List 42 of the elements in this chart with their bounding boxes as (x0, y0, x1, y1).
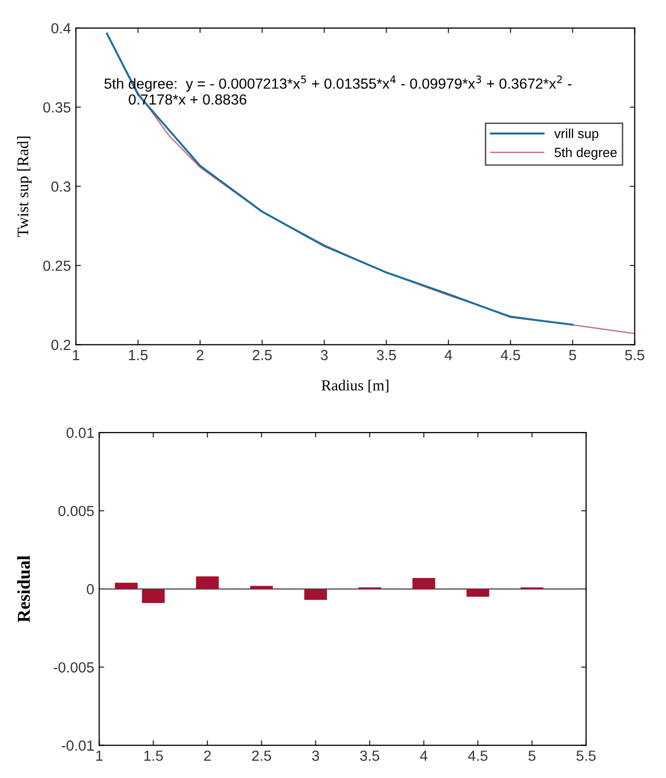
y-tick-label: 0.01 (66, 428, 94, 438)
x-tick-label: 4.5 (500, 350, 520, 360)
x-tick-label: 4.5 (468, 750, 488, 761)
x-tick-label: 3 (320, 350, 328, 360)
x-tick-label: 2.5 (252, 750, 272, 761)
legend-label: vrill sup (554, 128, 598, 141)
legend-label: 5th degree (554, 147, 617, 160)
x-tick-label: 5.5 (576, 750, 596, 761)
y-tick-label: 0.005 (58, 506, 94, 516)
x-tick-label: 4 (444, 350, 452, 360)
x-tick-label: 5 (569, 350, 576, 360)
bar (412, 578, 436, 589)
x-tick-label: 2 (196, 350, 204, 360)
x-tick-label: 1.5 (144, 750, 163, 761)
y-tick-label: 0.25 (43, 260, 70, 271)
x-tick-label: 3 (312, 750, 320, 761)
bar (114, 582, 138, 589)
x-tick-label: 3.5 (360, 750, 380, 761)
x-tick-label: 5 (528, 750, 536, 761)
y-tick-label: 0 (86, 584, 94, 594)
bar (250, 586, 273, 589)
y-tick-label: -0.005 (54, 662, 94, 673)
bar (466, 588, 490, 597)
y-tick-label: -0.01 (62, 740, 94, 751)
x-tick-label: 1 (96, 750, 103, 761)
x-tick-label: 1.5 (128, 350, 148, 360)
bar (142, 588, 165, 604)
x-tick-label: 2 (204, 750, 211, 761)
y-tick-label: 0.3 (51, 181, 70, 192)
y-axis-title: Residual (17, 556, 30, 622)
y-tick-label: 0.2 (51, 340, 70, 350)
x-tick-label: 5.5 (625, 350, 644, 360)
y-axis-title: Twist sup [Rad] (17, 136, 32, 237)
bar (196, 576, 219, 589)
x-tick-label: 4 (420, 750, 428, 761)
bar (304, 588, 327, 600)
x-tick-label: 3.5 (376, 350, 396, 360)
x-tick-label: 2.5 (252, 350, 272, 360)
y-tick-label: 0.35 (43, 102, 70, 113)
x-axis-title: Radius [m] (322, 380, 388, 392)
x-tick-label: 1 (72, 350, 80, 360)
y-tick-label: 0.4 (51, 23, 71, 34)
